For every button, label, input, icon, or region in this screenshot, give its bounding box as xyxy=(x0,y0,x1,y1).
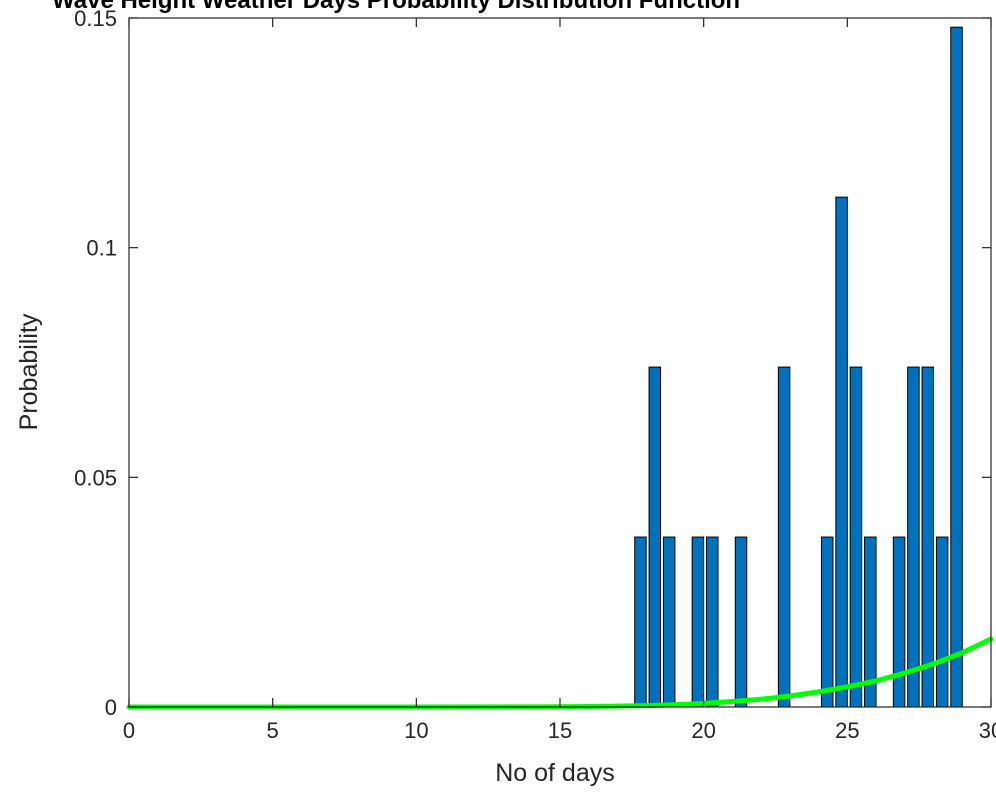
bar xyxy=(777,366,791,708)
x-tick-label: 5 xyxy=(267,718,279,743)
bar xyxy=(907,366,920,708)
x-axis-label: No of days xyxy=(495,759,615,787)
y-tick-label: 0 xyxy=(105,695,117,720)
y-tick-label: 0.15 xyxy=(74,6,117,31)
x-tick-label: 20 xyxy=(691,718,715,743)
bar xyxy=(634,536,647,708)
bar xyxy=(734,536,748,708)
x-tick-label: 15 xyxy=(548,718,572,743)
ticks-layer: 0 5 10 15 20 25 30 0 0.05 0.1 0.15 xyxy=(74,6,996,743)
bar xyxy=(921,366,935,708)
bar xyxy=(648,366,662,708)
bar xyxy=(849,366,863,708)
chart-title: Wave Height Weather Days Probability Dis… xyxy=(52,0,740,14)
y-axis-label: Probability xyxy=(15,313,43,430)
x-tick-label: 30 xyxy=(979,718,996,743)
bar xyxy=(820,536,834,708)
y-tick-label: 0.1 xyxy=(86,236,117,261)
bar xyxy=(662,536,676,708)
bars-layer xyxy=(634,26,963,708)
x-tick-label: 25 xyxy=(835,718,859,743)
x-tick-label: 0 xyxy=(123,718,135,743)
bar xyxy=(892,536,906,708)
bar xyxy=(950,26,963,708)
bar xyxy=(706,536,719,708)
bar xyxy=(835,196,848,708)
bar xyxy=(935,536,949,708)
y-tick-label: 0.05 xyxy=(74,465,117,490)
x-tick-label: 10 xyxy=(404,718,428,743)
bar xyxy=(691,536,705,708)
